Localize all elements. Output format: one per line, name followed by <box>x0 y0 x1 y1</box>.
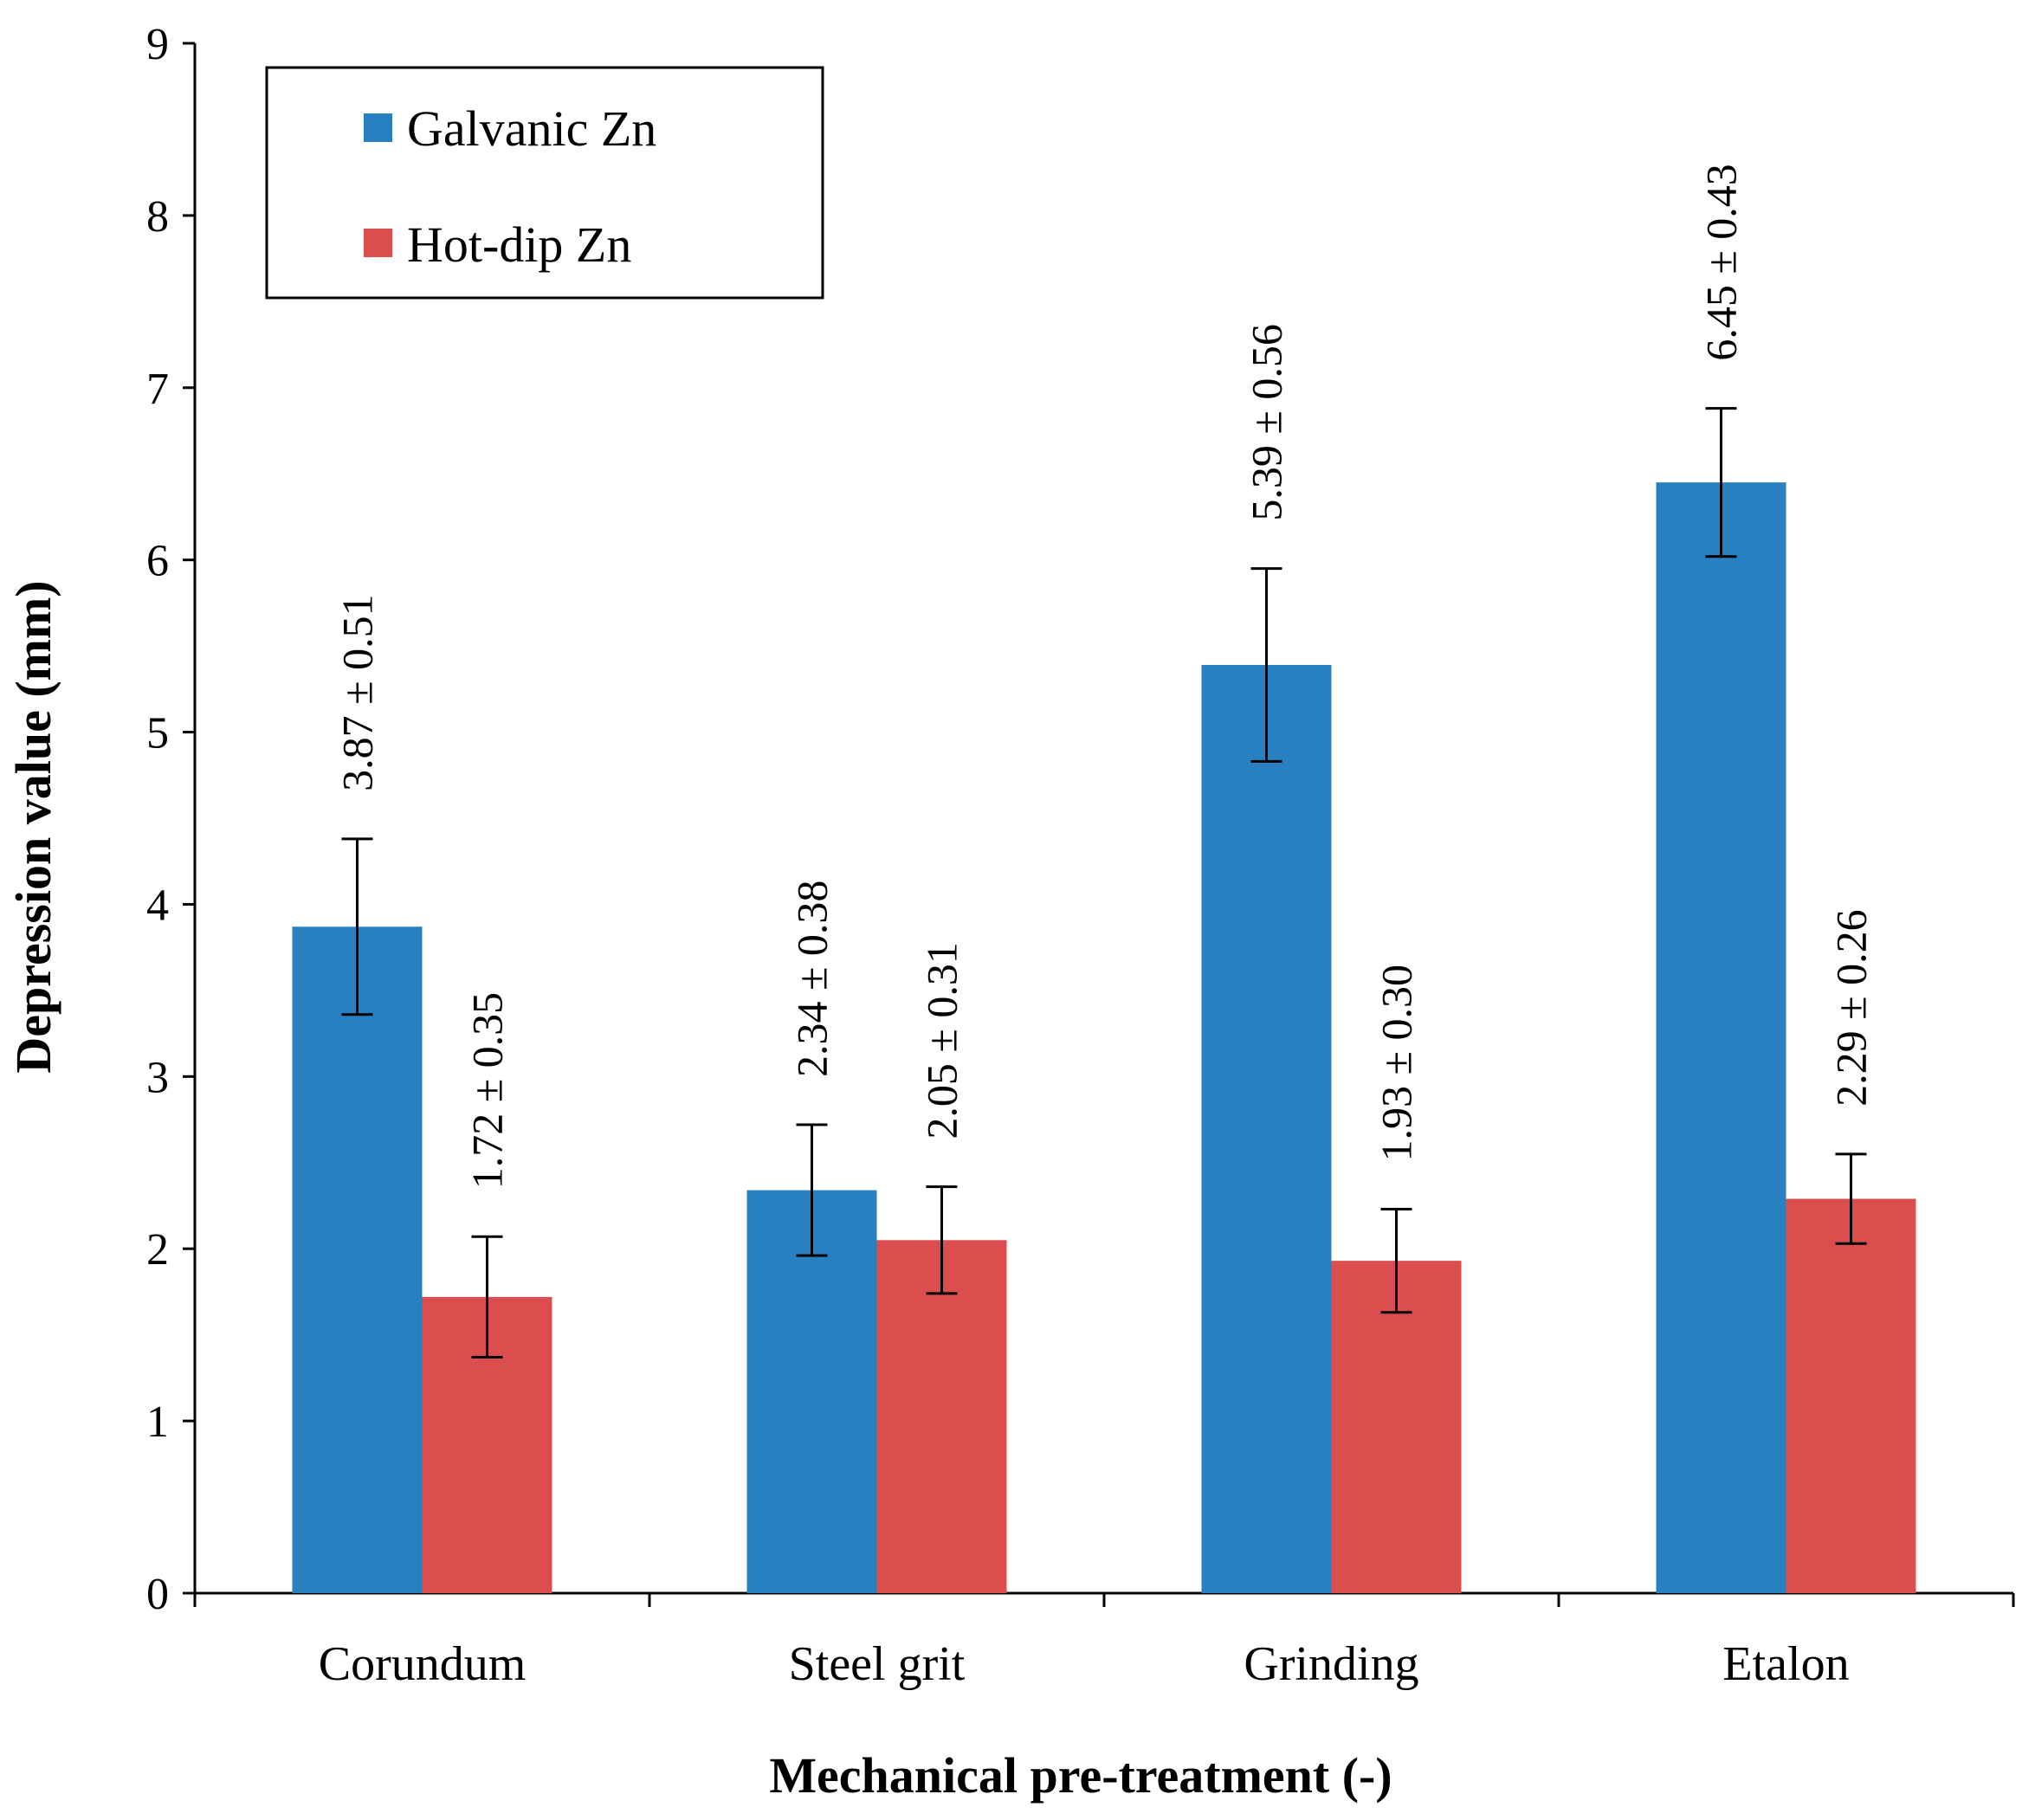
y-tick-label: 9 <box>146 20 169 69</box>
bar <box>746 1190 877 1593</box>
bar <box>1656 482 1786 1593</box>
bars <box>292 482 1916 1593</box>
category-label: Corundum <box>319 1637 527 1691</box>
bar <box>876 1240 1007 1593</box>
data-label: 5.39 ± 0.56 <box>1243 324 1291 520</box>
legend-swatch-hotdip <box>364 229 392 257</box>
legend: Galvanic Zn Hot-dip Zn <box>265 66 824 300</box>
legend-label-hotdip: Hot-dip Zn <box>407 216 631 273</box>
category-label: Etalon <box>1722 1637 1849 1691</box>
y-tick-label: 5 <box>146 709 169 758</box>
y-tick-label: 2 <box>146 1225 169 1275</box>
bar <box>1331 1261 1462 1593</box>
y-tick-label: 3 <box>146 1053 169 1102</box>
data-label: 1.93 ± 0.30 <box>1373 965 1421 1161</box>
data-label: 6.45 ± 0.43 <box>1697 164 1746 360</box>
y-tick-label: 1 <box>146 1397 169 1447</box>
legend-swatch-galvanic <box>364 113 392 142</box>
bar <box>1786 1198 1916 1593</box>
y-tick-label: 8 <box>146 192 169 242</box>
category-label: Steel grit <box>789 1637 966 1691</box>
data-label: 2.34 ± 0.38 <box>788 881 837 1077</box>
data-label: 3.87 ± 0.51 <box>333 594 382 791</box>
x-ticks: Corundum Steel grit Grinding Etalon <box>193 1593 2015 1691</box>
y-tick-label: 6 <box>146 537 169 586</box>
y-tick-label: 0 <box>146 1570 169 1619</box>
x-axis-title: Mechanical pre-treatment (-) <box>769 1747 1392 1804</box>
data-label: 2.29 ± 0.26 <box>1827 909 1876 1106</box>
legend-box <box>265 66 824 300</box>
data-labels: 3.87 ± 0.51 2.34 ± 0.38 5.39 ± 0.56 6.45 ± … <box>333 164 1876 1189</box>
data-label: 2.05 ± 0.31 <box>918 942 966 1139</box>
bar <box>292 926 423 1593</box>
error-bars <box>341 407 1867 1359</box>
y-axis-title: Depression value (mm) <box>5 580 61 1073</box>
bar <box>1201 664 1332 1593</box>
y-ticks: 0 1 2 3 4 5 6 7 8 9 <box>146 20 195 1619</box>
plot-area: 0 1 2 3 4 5 6 7 8 9 Corundum Steel grit Grinding Eta… <box>146 20 2015 1691</box>
y-tick-label: 7 <box>146 365 169 414</box>
y-tick-label: 4 <box>146 881 169 930</box>
data-label: 1.72 ± 0.35 <box>463 992 512 1189</box>
category-label: Grinding <box>1244 1637 1418 1691</box>
legend-label-galvanic: Galvanic Zn <box>407 100 656 157</box>
